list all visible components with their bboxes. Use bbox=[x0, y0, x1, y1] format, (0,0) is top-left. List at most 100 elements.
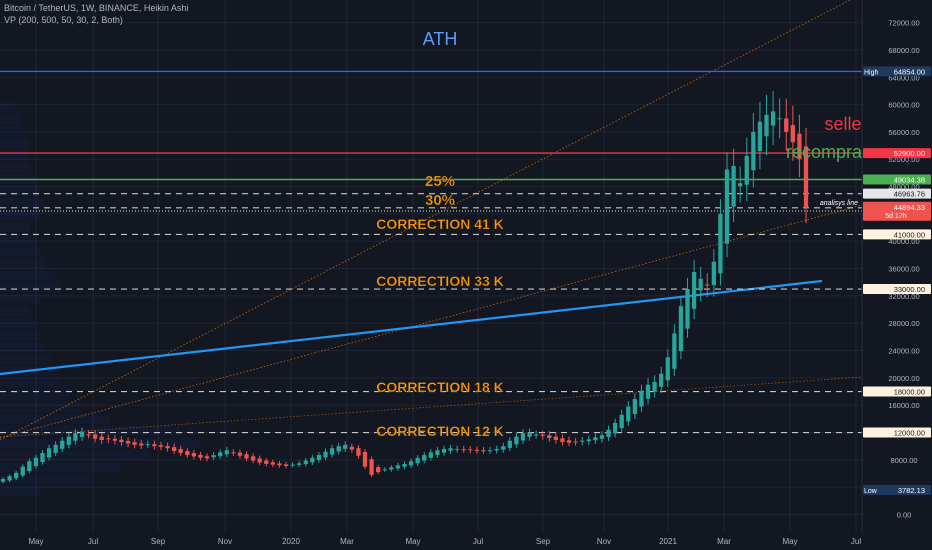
candle-body bbox=[751, 131, 756, 171]
y-tick-label: 0.00 bbox=[897, 511, 912, 520]
candle-body bbox=[323, 451, 328, 458]
candle-body bbox=[395, 465, 401, 469]
candle-body bbox=[119, 439, 124, 443]
x-tick-label: Mar bbox=[717, 537, 731, 546]
candle-body bbox=[139, 443, 144, 446]
candle-body bbox=[448, 448, 453, 451]
y-tick-label: 40000.00 bbox=[888, 237, 919, 246]
candle-body bbox=[612, 422, 618, 434]
candle-body bbox=[494, 448, 499, 451]
rebuy-price-tag: 49034.38 bbox=[894, 175, 925, 184]
candle-body bbox=[224, 450, 229, 455]
y-tick-label: 28000.00 bbox=[888, 319, 919, 328]
chart-grid bbox=[0, 0, 862, 532]
candle-body bbox=[698, 278, 703, 291]
y-tick-label: 64000.00 bbox=[888, 73, 919, 82]
candle-body bbox=[191, 453, 197, 457]
y-tick-label: 60000.00 bbox=[888, 101, 919, 110]
candle-body bbox=[20, 466, 25, 476]
candle-body bbox=[152, 444, 157, 447]
y-tick-label: 24000.00 bbox=[888, 347, 919, 356]
candle-body bbox=[185, 451, 190, 456]
candle-body bbox=[797, 133, 802, 160]
high-tag-prefix: High bbox=[864, 69, 879, 76]
level-12k-price-tag: 12000.00 bbox=[894, 429, 925, 438]
dotted-trend-line bbox=[0, 376, 863, 438]
candle-body bbox=[580, 440, 585, 442]
candle-body bbox=[204, 456, 210, 459]
symbol-title: Bitcoin / TetherUS, 1W, BINANCE, Heikin … bbox=[4, 3, 189, 13]
volume-profile-bar bbox=[0, 186, 40, 196]
candle-body bbox=[178, 449, 183, 454]
candle-body bbox=[99, 436, 104, 441]
volume-profile-bar bbox=[0, 414, 110, 424]
candle-body bbox=[125, 440, 131, 444]
horizontal-levels bbox=[0, 70, 862, 434]
candle-body bbox=[329, 448, 335, 455]
level-18k-price-tag-bg bbox=[863, 386, 931, 397]
volume-profile-bar bbox=[0, 486, 40, 496]
x-tick-label: 2021 bbox=[659, 537, 677, 546]
candle-body bbox=[310, 457, 315, 463]
y-tick-label: 56000.00 bbox=[888, 128, 919, 137]
candle-body bbox=[79, 431, 85, 437]
candle-body bbox=[652, 381, 657, 392]
candle-body bbox=[645, 384, 651, 399]
y-tick-label: 52000.00 bbox=[888, 155, 919, 164]
candle-body bbox=[211, 455, 216, 458]
candle-body bbox=[277, 463, 282, 466]
candle-body bbox=[14, 472, 19, 479]
selled-label: selled bbox=[824, 114, 871, 134]
y-tick-label: 36000.00 bbox=[888, 265, 919, 274]
volume-profile-bar bbox=[0, 246, 40, 256]
candle-body bbox=[244, 454, 249, 459]
candle-body bbox=[599, 435, 605, 439]
pct-30-label: 30% bbox=[425, 192, 455, 209]
candle-body bbox=[626, 406, 631, 422]
candle-body bbox=[198, 454, 203, 458]
candle-body bbox=[382, 469, 387, 471]
dotted-trend-line bbox=[0, 204, 863, 439]
candle-body bbox=[691, 271, 697, 309]
pct-25-label: 25% bbox=[425, 173, 455, 190]
candle-body bbox=[415, 457, 420, 464]
y-tick-label: 48000.00 bbox=[888, 183, 919, 192]
candle-body bbox=[250, 456, 256, 461]
candle-body bbox=[435, 450, 440, 456]
candle-body bbox=[731, 166, 736, 207]
x-tick-label: Jul bbox=[473, 537, 483, 546]
candle-body bbox=[461, 449, 466, 451]
y-tick-label: 32000.00 bbox=[888, 292, 919, 301]
candlesticks bbox=[0, 91, 809, 484]
x-tick-label: Nov bbox=[597, 537, 611, 546]
volume-profile-bar bbox=[0, 198, 45, 208]
x-tick-label: Nov bbox=[218, 537, 232, 546]
candle-body bbox=[672, 333, 677, 369]
candle-body bbox=[593, 437, 598, 441]
high-tag-value: 64854.00 bbox=[894, 67, 925, 76]
candle-body bbox=[46, 448, 52, 458]
level-25-price-tag: 46963.76 bbox=[894, 190, 925, 199]
candle-body bbox=[40, 453, 45, 462]
volume-profile-bar bbox=[0, 426, 180, 436]
candle-body bbox=[27, 461, 32, 472]
candle-body bbox=[270, 462, 275, 465]
correction-12k-label: CORRECTION 12 K bbox=[376, 423, 504, 439]
volume-profile-bar bbox=[0, 378, 60, 388]
candle-body bbox=[586, 439, 591, 442]
volume-profile-bar bbox=[0, 114, 20, 124]
volume-profile-bar bbox=[0, 294, 40, 304]
volume-profile-bar bbox=[0, 282, 60, 292]
candle-countdown: 5d 17h bbox=[885, 213, 907, 220]
candle-body bbox=[520, 433, 526, 441]
blue-trend-line bbox=[0, 279, 823, 376]
candle-body bbox=[336, 446, 341, 452]
volume-profile-bar bbox=[0, 390, 70, 400]
candle-body bbox=[356, 448, 361, 456]
candle-body bbox=[316, 455, 322, 461]
candle-body bbox=[86, 434, 91, 436]
candle-body bbox=[606, 429, 611, 438]
candle-body bbox=[665, 357, 670, 381]
indicator-legend[interactable]: VP (200, 500, 50, 30, 2, Both) bbox=[4, 15, 123, 25]
